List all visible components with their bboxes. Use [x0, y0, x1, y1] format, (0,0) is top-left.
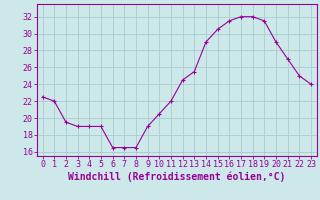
X-axis label: Windchill (Refroidissement éolien,°C): Windchill (Refroidissement éolien,°C)	[68, 172, 285, 182]
